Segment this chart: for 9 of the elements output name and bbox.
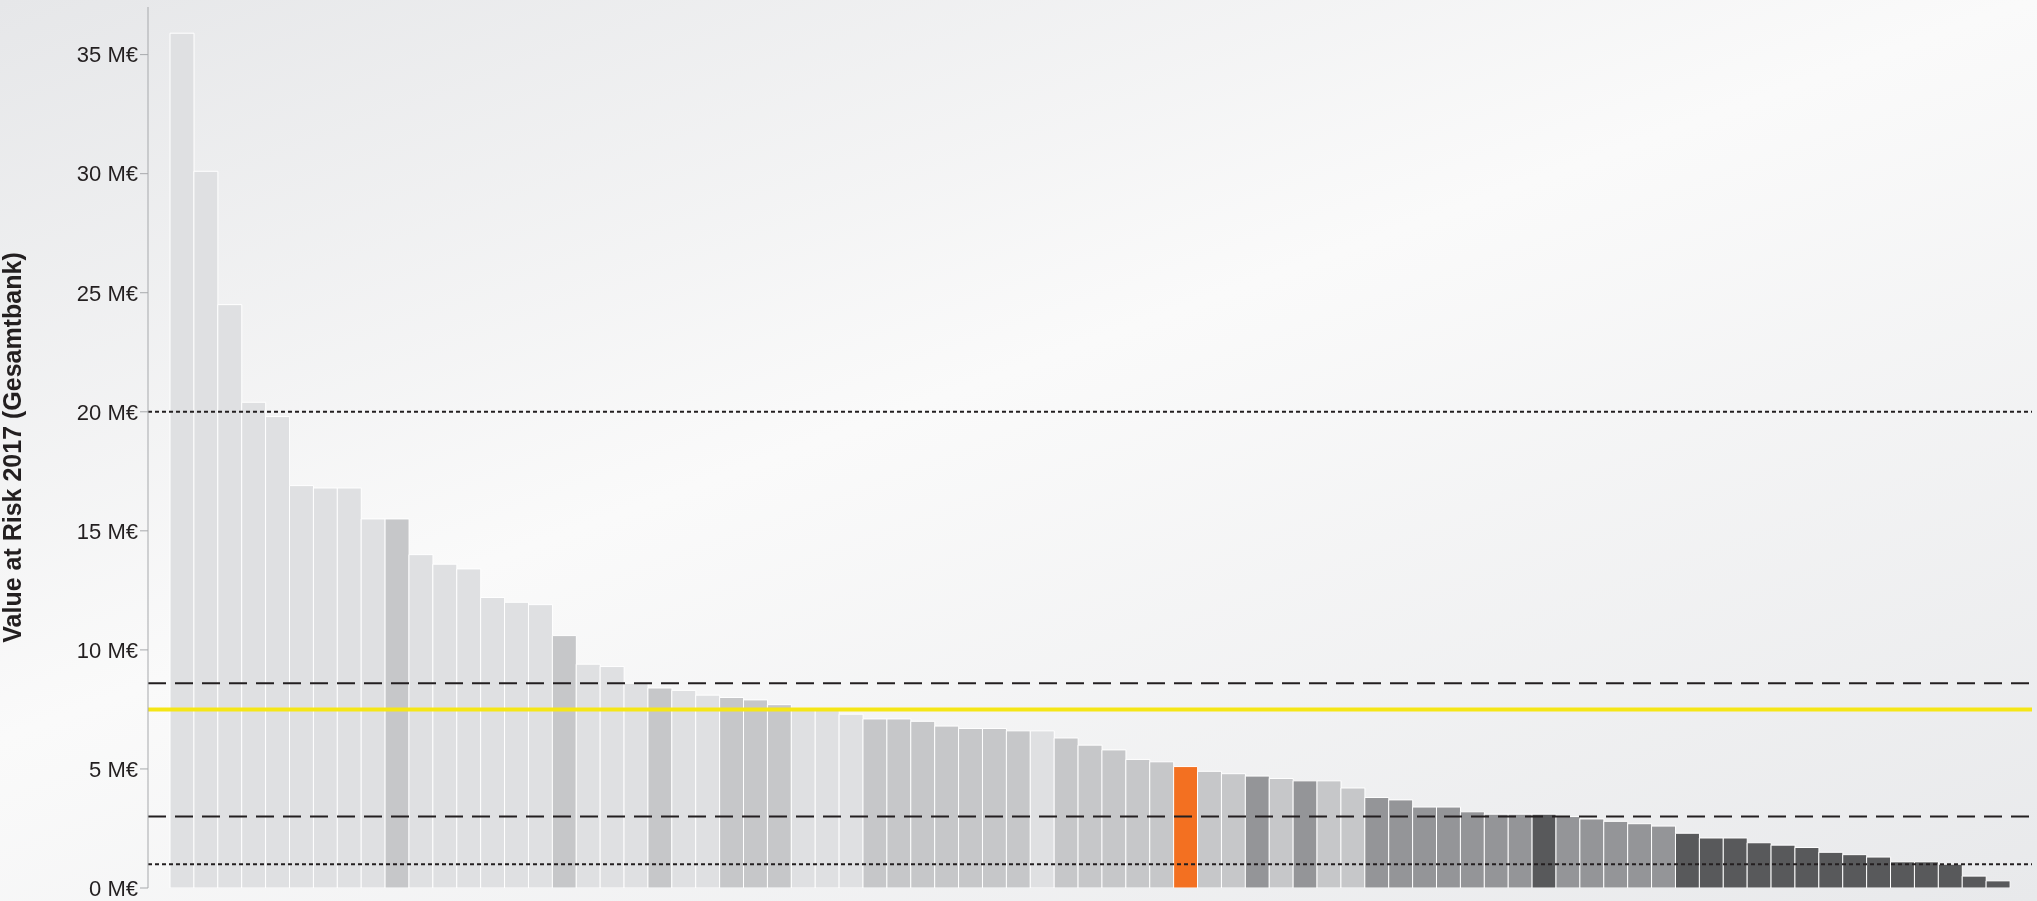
- y-tick-label: 35 M€: [76, 42, 138, 68]
- y-tick-label: 20 M€: [76, 399, 138, 425]
- y-tick-label: 30 M€: [76, 161, 138, 187]
- y-axis-title: Value at Risk 2017 (Gesamtbank): [0, 252, 26, 643]
- y-tick-label: 5 M€: [89, 756, 138, 782]
- y-tick-label: 25 M€: [76, 280, 138, 306]
- y-tick-label: 10 M€: [76, 637, 138, 663]
- y-tick-label: 0 M€: [89, 875, 138, 901]
- y-tick-label: 15 M€: [76, 518, 138, 544]
